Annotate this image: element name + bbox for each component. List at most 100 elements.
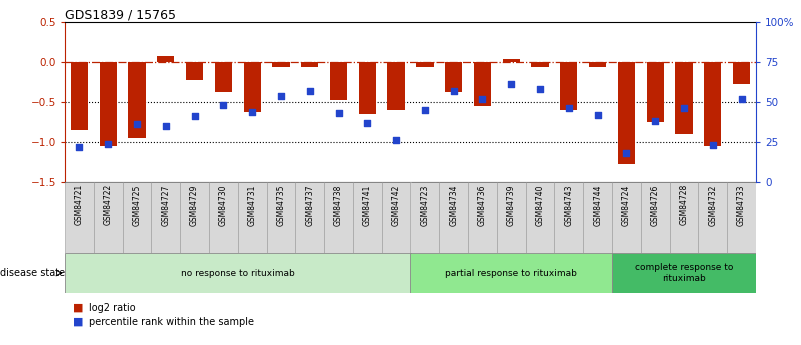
Bar (439, 182, 468, 253)
Text: GSM84738: GSM84738 (334, 184, 343, 226)
Point (591, 112, 604, 118)
Point (706, 142, 719, 148)
Bar (186, 62, 203, 80)
Text: GSM84734: GSM84734 (449, 184, 458, 226)
Bar (704, 62, 722, 146)
Point (418, 107, 431, 113)
Point (332, 110, 345, 116)
Text: GSM84741: GSM84741 (363, 184, 372, 226)
Text: GSM84725: GSM84725 (132, 184, 142, 226)
Text: GSM84724: GSM84724 (622, 184, 631, 226)
Bar (382, 182, 410, 253)
Point (275, 93, 288, 98)
Bar (99, 62, 117, 146)
Point (246, 109, 259, 114)
Bar (733, 62, 751, 85)
Bar (94, 182, 123, 253)
Point (73, 144, 86, 150)
Text: GSM84721: GSM84721 (75, 184, 84, 225)
Bar (646, 62, 664, 122)
Text: GSM84740: GSM84740 (536, 184, 545, 226)
Text: GSM84735: GSM84735 (276, 184, 285, 226)
Text: percentile rank within the sample: percentile rank within the sample (89, 317, 254, 327)
Bar (670, 182, 698, 253)
Bar (531, 62, 549, 67)
Bar (70, 62, 88, 130)
Text: GSM84730: GSM84730 (219, 184, 227, 226)
Bar (612, 253, 756, 293)
Text: GSM84726: GSM84726 (650, 184, 660, 226)
Point (131, 122, 143, 127)
Bar (301, 62, 318, 67)
Point (361, 120, 374, 126)
Bar (410, 182, 439, 253)
Bar (209, 182, 238, 253)
Point (620, 150, 633, 156)
Bar (445, 62, 462, 92)
Bar (157, 56, 175, 62)
Point (562, 106, 575, 111)
Bar (388, 62, 405, 110)
Point (649, 118, 662, 124)
Text: GSM84733: GSM84733 (737, 184, 746, 226)
Point (678, 106, 690, 111)
Text: GSM84722: GSM84722 (103, 184, 113, 225)
Point (476, 96, 489, 101)
Bar (474, 62, 491, 106)
Bar (180, 182, 209, 253)
Bar (560, 62, 578, 110)
Point (390, 138, 403, 143)
Point (735, 96, 748, 101)
Bar (238, 182, 267, 253)
Bar (65, 182, 94, 253)
Text: GSM84729: GSM84729 (190, 184, 199, 226)
Point (159, 123, 172, 129)
Bar (296, 182, 324, 253)
Text: partial response to rituximab: partial response to rituximab (445, 268, 578, 277)
Point (533, 87, 546, 92)
Text: GSM84744: GSM84744 (594, 184, 602, 226)
Text: GSM84723: GSM84723 (421, 184, 429, 226)
Bar (272, 62, 290, 67)
Point (217, 102, 230, 108)
Text: GSM84727: GSM84727 (161, 184, 171, 226)
Point (188, 114, 201, 119)
Bar (215, 62, 232, 92)
Text: log2 ratio: log2 ratio (89, 303, 135, 313)
Bar (612, 182, 641, 253)
Point (447, 88, 460, 93)
Bar (417, 62, 433, 67)
Text: no response to rituximab: no response to rituximab (181, 268, 295, 277)
Bar (583, 182, 612, 253)
Bar (698, 182, 727, 253)
Bar (554, 182, 583, 253)
Bar (503, 59, 520, 62)
Bar (675, 62, 693, 134)
Text: GSM84736: GSM84736 (478, 184, 487, 226)
Bar (244, 62, 261, 111)
Text: GSM84728: GSM84728 (679, 184, 689, 225)
Bar (727, 182, 756, 253)
Text: GDS1839 / 15765: GDS1839 / 15765 (65, 8, 176, 21)
Text: complete response to
rituximab: complete response to rituximab (635, 263, 733, 283)
Bar (324, 182, 353, 253)
Text: GSM84739: GSM84739 (507, 184, 516, 226)
Point (102, 141, 115, 146)
Bar (267, 182, 296, 253)
Bar (65, 253, 410, 293)
Bar (123, 182, 151, 253)
Point (304, 88, 316, 93)
Text: ■: ■ (73, 317, 83, 327)
Text: GSM84742: GSM84742 (392, 184, 400, 226)
Point (505, 82, 517, 87)
Bar (589, 62, 606, 67)
Bar (618, 62, 635, 165)
Bar (525, 182, 554, 253)
Bar (410, 253, 612, 293)
Bar (151, 182, 180, 253)
Text: GSM84732: GSM84732 (708, 184, 718, 226)
Bar (359, 62, 376, 114)
Bar (641, 182, 670, 253)
Text: disease state: disease state (0, 268, 65, 278)
Bar (468, 182, 497, 253)
